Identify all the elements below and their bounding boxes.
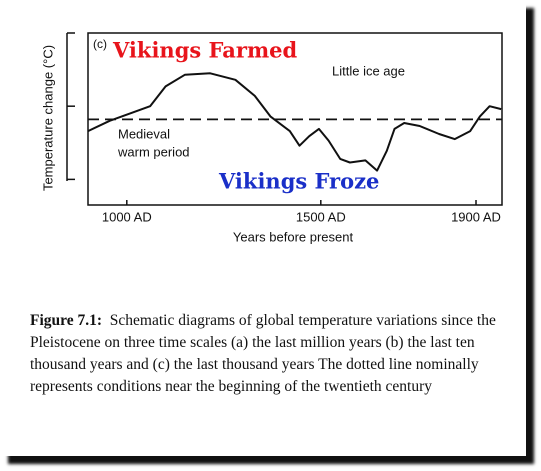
x-tick-label: 1000 AD xyxy=(102,209,152,224)
annotation: Vikings Froze xyxy=(218,169,379,194)
temperature-line xyxy=(87,72,502,172)
caption: Figure 7.1: Schematic diagrams of global… xyxy=(30,310,508,398)
caption-text: Schematic diagrams of global temperature… xyxy=(30,312,496,395)
annotation: Medieval xyxy=(118,126,170,141)
x-axis-label: Years before present xyxy=(233,229,354,244)
chart: Temperature change (°C) Years before pre… xyxy=(40,32,503,244)
caption-label: Figure 7.1: xyxy=(30,312,103,329)
annotation: Vikings Farmed xyxy=(112,38,298,63)
y-axis-label: Temperature change (°C) xyxy=(40,45,55,191)
annotation: Little ice age xyxy=(332,63,405,78)
annotation: (c) xyxy=(93,37,107,51)
x-tick-label: 1500 AD xyxy=(296,209,346,224)
x-tick-label: 1900 AD xyxy=(451,209,501,224)
annotation: warm period xyxy=(117,144,190,159)
